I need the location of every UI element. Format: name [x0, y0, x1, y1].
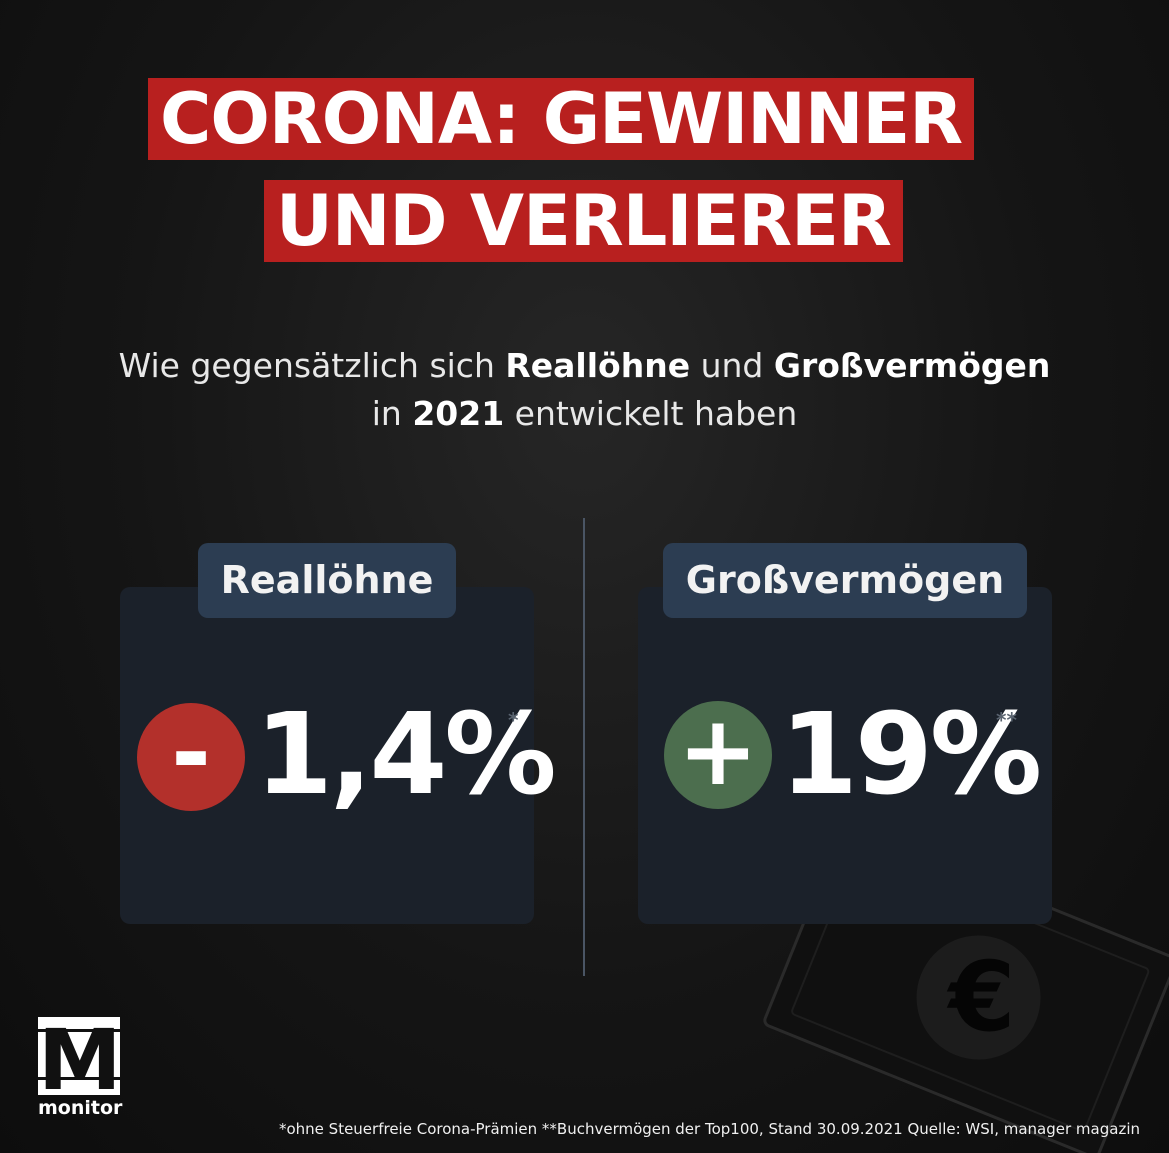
euro-symbol: €	[947, 941, 1016, 1053]
logo-stripe	[38, 1077, 120, 1080]
logo-stripe	[38, 1029, 120, 1032]
title-line-2: UND VERLIERER	[264, 180, 903, 262]
subtitle-line-1: Wie gegensätzlich sich Reallöhne und Gro…	[0, 342, 1169, 390]
reallohn-value: 1,4%	[255, 690, 557, 820]
plus-icon: +	[664, 701, 772, 809]
grossvermoegen-label: Großvermögen	[663, 543, 1027, 618]
logo-text: monitor	[38, 1097, 123, 1119]
subtitle-text: Wie gegensätzlich sich	[118, 346, 506, 385]
footnote-marker: **	[996, 708, 1017, 732]
subtitle-line-2: in 2021 entwickelt haben	[0, 390, 1169, 438]
subtitle-emphasis: Reallöhne	[505, 346, 691, 385]
subtitle-text: und	[690, 346, 774, 385]
source-footnote: *ohne Steuerfreie Corona-Prämien **Buchv…	[278, 1120, 1140, 1138]
subtitle-text: entwickelt haben	[504, 394, 798, 433]
subtitle-text: in	[371, 394, 413, 433]
center-divider	[583, 518, 585, 976]
subtitle: Wie gegensätzlich sich Reallöhne und Gro…	[0, 342, 1169, 438]
grossvermoegen-value: 19%	[780, 690, 1042, 820]
logo-mark: M	[38, 1017, 120, 1095]
minus-icon: -	[137, 703, 245, 811]
monitor-logo: M monitor	[38, 1017, 122, 1119]
reallohn-label: Reallöhne	[198, 543, 456, 618]
footnote-marker: *	[508, 708, 519, 732]
subtitle-emphasis: 2021	[412, 394, 505, 433]
title-line-1: CORONA: GEWINNER	[148, 78, 975, 160]
subtitle-emphasis: Großvermögen	[773, 346, 1051, 385]
